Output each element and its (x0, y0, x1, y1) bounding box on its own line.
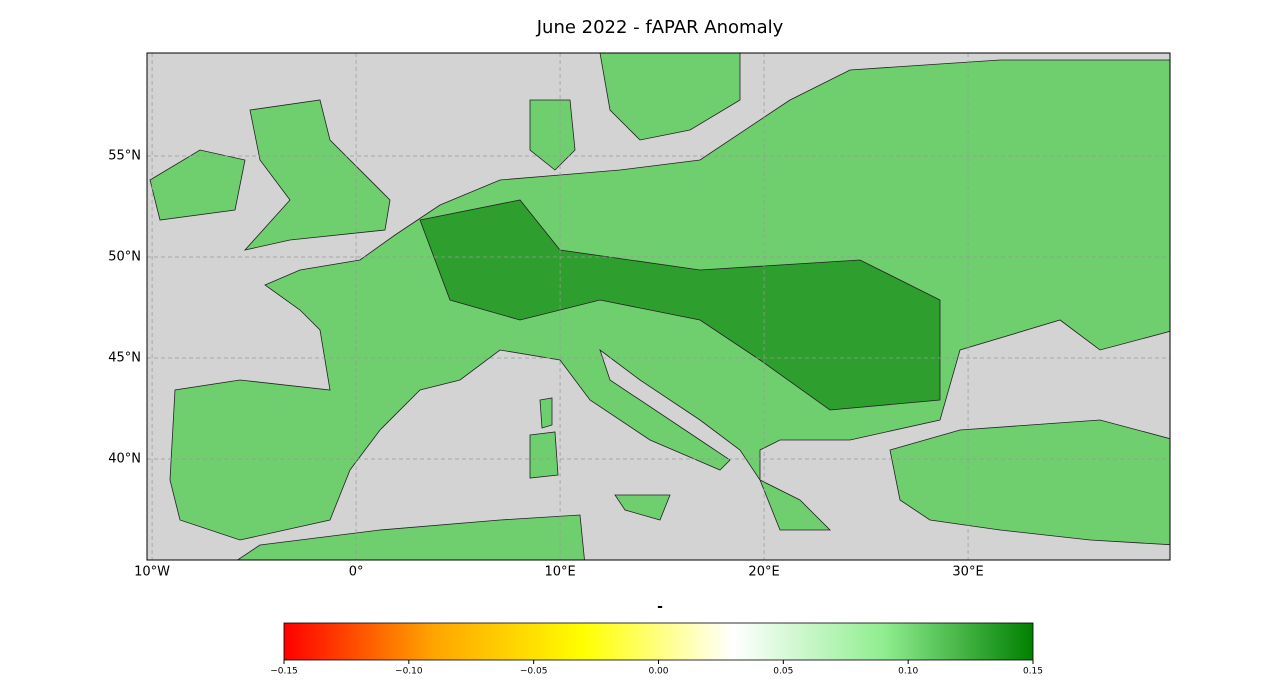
britain (243, 99, 391, 251)
colorbar-tick-label: 0.10 (898, 667, 918, 677)
scandinavia (599, 53, 741, 141)
sicily (614, 494, 671, 521)
x-tick-label: 10°W (134, 565, 170, 580)
colorbar-tick-label: −0.15 (270, 667, 298, 677)
y-tick-label: 45°N (108, 351, 141, 366)
turkey (889, 419, 1170, 546)
land (149, 53, 1170, 560)
colorbar-tick-label: 0.05 (773, 667, 793, 677)
map-title: June 2022 - fAPAR Anomaly (536, 17, 784, 38)
y-tick-label: 55°N (108, 149, 141, 164)
x-tick-label: 30°E (952, 565, 983, 580)
sardinia (529, 431, 559, 479)
y-tick-label: 40°N (108, 452, 141, 467)
y-tick-label: 50°N (108, 250, 141, 265)
ireland (149, 149, 246, 221)
x-tick-label: 0° (349, 565, 364, 580)
denmark (529, 99, 576, 171)
colorbar-label: - (657, 599, 663, 615)
colorbar-tick-label: 0.00 (648, 667, 668, 677)
graticule (147, 53, 1170, 560)
colorbar-tick-label: −0.10 (395, 667, 423, 677)
corsica (539, 397, 553, 429)
region (419, 199, 941, 411)
north-africa (236, 514, 585, 560)
x-tick-label: 20°E (748, 565, 779, 580)
colorbar (283, 622, 1034, 661)
x-tick-label: 10°E (544, 565, 575, 580)
colorbar-tick-label: 0.15 (1023, 667, 1043, 677)
colorbar-tick-label: −0.05 (520, 667, 548, 677)
map-frame (146, 52, 1171, 561)
